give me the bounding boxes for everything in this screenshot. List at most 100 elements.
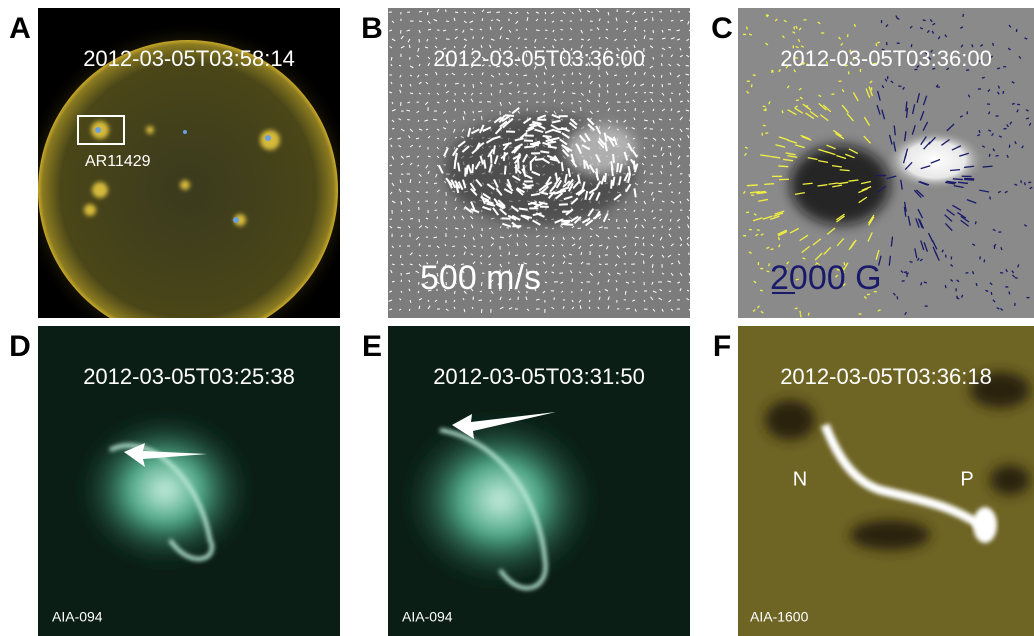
flow-vector	[434, 254, 438, 257]
flow-vector	[540, 150, 550, 154]
flow-vector	[399, 298, 402, 301]
flow-vector	[613, 193, 622, 201]
flow-vector	[480, 234, 483, 238]
field-vector	[946, 123, 955, 132]
field-vector	[781, 110, 784, 114]
flow-vector	[490, 236, 495, 240]
flow-vector	[677, 260, 681, 265]
field-vector	[924, 51, 928, 55]
field-vector	[814, 252, 823, 261]
flow-vector	[631, 299, 636, 302]
field-vector	[1024, 37, 1028, 40]
flow-vector	[535, 11, 540, 14]
flow-vector	[597, 99, 600, 103]
flow-vector	[624, 252, 627, 256]
flow-vector	[533, 65, 537, 70]
field-vector	[805, 112, 815, 120]
field-vector	[799, 96, 803, 100]
flow-vector	[588, 299, 591, 303]
flow-vector	[522, 214, 533, 219]
field-vector	[895, 15, 898, 19]
flow-vector	[494, 126, 503, 135]
flow-vector	[589, 235, 593, 238]
flow-vector	[624, 290, 627, 295]
flow-vector	[634, 38, 638, 42]
flow-vector	[669, 152, 672, 157]
flow-vector	[455, 184, 460, 194]
flow-vector	[634, 251, 638, 256]
flow-vector	[433, 182, 438, 185]
field-vector	[884, 78, 888, 82]
field-vector	[785, 152, 796, 156]
flow-vector	[461, 215, 465, 220]
flow-vector	[539, 191, 549, 196]
flow-vector	[463, 72, 467, 76]
flow-vector	[586, 117, 595, 126]
field-vector	[812, 238, 822, 246]
flow-vector	[389, 225, 393, 229]
field-vector	[748, 251, 752, 254]
flow-vector	[418, 145, 422, 148]
flow-vector	[474, 160, 481, 170]
flow-vector	[493, 116, 503, 124]
flow-vector	[486, 202, 496, 207]
flow-vector	[549, 184, 557, 193]
flow-vector	[634, 182, 639, 186]
flow-vector	[659, 236, 663, 241]
flow-vector	[443, 110, 447, 114]
flow-vector	[632, 11, 636, 15]
flow-vector	[650, 296, 654, 301]
flow-vector	[400, 45, 405, 49]
flow-vector	[652, 197, 655, 202]
field-vector	[748, 33, 753, 36]
flow-vector	[643, 155, 647, 159]
flow-vector	[562, 305, 565, 310]
flow-vector	[659, 100, 663, 103]
field-vector	[892, 292, 896, 296]
flow-vector	[634, 217, 638, 220]
flow-vector	[643, 54, 646, 58]
flow-vector	[436, 92, 440, 96]
flow-vector	[409, 92, 414, 95]
flow-vector	[616, 245, 620, 250]
flow-vector	[444, 244, 447, 247]
flow-vector	[457, 140, 466, 148]
flow-vector	[502, 120, 511, 129]
flow-vector	[526, 281, 529, 286]
flow-vector	[570, 215, 579, 223]
flow-vector	[652, 74, 656, 78]
flow-vector	[535, 74, 538, 78]
flow-vector	[542, 141, 552, 147]
flow-vector	[615, 17, 618, 22]
flow-vector	[589, 80, 593, 85]
flow-vector	[462, 116, 465, 121]
flow-vector	[436, 155, 440, 159]
flow-vector	[487, 11, 492, 14]
flow-vector	[553, 110, 557, 115]
flow-vector	[627, 142, 634, 152]
flow-vector	[652, 108, 655, 112]
flow-vector	[652, 56, 655, 60]
flow-vector	[607, 218, 611, 221]
field-vector	[946, 67, 950, 71]
flow-vector	[561, 243, 564, 247]
field-vector	[795, 45, 799, 49]
flow-vector	[595, 234, 600, 238]
field-vector	[778, 165, 789, 168]
flow-vector	[623, 119, 627, 123]
flow-vector	[506, 183, 514, 192]
flow-vector	[595, 180, 602, 190]
flow-vector	[391, 119, 395, 123]
flow-vector	[434, 200, 438, 205]
flow-vector	[567, 178, 574, 188]
flow-vector	[488, 119, 492, 122]
flow-vector	[409, 128, 414, 132]
flow-vector	[389, 91, 393, 94]
field-vector	[982, 165, 993, 168]
flow-vector	[522, 117, 532, 125]
panel-label: 2000 G	[770, 259, 882, 297]
flow-vector	[660, 74, 663, 78]
flow-vector	[452, 254, 456, 257]
field-vector	[950, 278, 954, 282]
field-vector	[795, 278, 799, 281]
